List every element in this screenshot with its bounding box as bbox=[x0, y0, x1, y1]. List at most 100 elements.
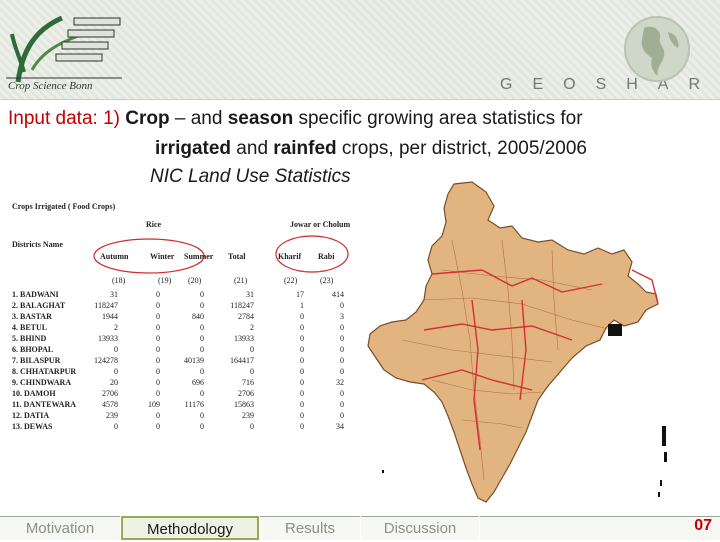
table-cell: 40139 bbox=[184, 356, 204, 365]
table-cell: 0 bbox=[340, 356, 344, 365]
table-cell: 0 bbox=[300, 378, 304, 387]
district-name: 3. BASTAR bbox=[12, 312, 52, 321]
table-cell: 840 bbox=[192, 312, 204, 321]
table-cell: 0 bbox=[300, 389, 304, 398]
logo-text: Crop Science Bonn bbox=[8, 80, 93, 92]
text-line-3: NIC Land Use Statistics bbox=[150, 166, 351, 187]
text-segment: and bbox=[231, 138, 274, 159]
page-number: 07 bbox=[694, 517, 712, 534]
table-cell: 0 bbox=[200, 323, 204, 332]
district-lines bbox=[401, 239, 613, 481]
text-line-2: irrigated and rainfed crops, per distric… bbox=[155, 138, 587, 160]
table-cell: 0 bbox=[200, 345, 204, 354]
table-cell: 0 bbox=[156, 389, 160, 398]
table-row: 10. DAMOH 2706 0 0 2706 0 0 bbox=[8, 389, 366, 400]
table-cell: 0 bbox=[300, 422, 304, 431]
table-cell: 0 bbox=[340, 323, 344, 332]
table-row: 2. BALAGHAT 118247 0 0 118247 1 0 bbox=[8, 301, 366, 312]
table-cell: 1 bbox=[300, 301, 304, 310]
tab-results[interactable]: Results bbox=[260, 516, 360, 540]
table-cell: 0 bbox=[340, 334, 344, 343]
table-cell: 13933 bbox=[234, 334, 254, 343]
table-cell: 31 bbox=[246, 290, 254, 299]
district-name: 9. CHINDWARA bbox=[12, 378, 72, 387]
globe-icon bbox=[624, 16, 690, 82]
tab-discussion[interactable]: Discussion bbox=[361, 516, 479, 540]
table-cell: 2 bbox=[250, 323, 254, 332]
india-outline bbox=[367, 181, 659, 503]
rainfed-word: rainfed bbox=[273, 138, 337, 159]
island-marks bbox=[382, 426, 667, 497]
table-cell: 2784 bbox=[238, 312, 254, 321]
table-cell: 0 bbox=[340, 411, 344, 420]
text-line-1: Input data: 1) Crop – and season specifi… bbox=[8, 108, 583, 130]
table-row: 3. BASTAR 1944 0 840 2784 0 3 bbox=[8, 312, 366, 323]
col-header: Winter bbox=[150, 252, 175, 261]
col-code: (18) bbox=[112, 276, 126, 285]
district-name: 10. DAMOH bbox=[12, 389, 56, 398]
table-cell: 32 bbox=[336, 378, 344, 387]
table-cell: 0 bbox=[300, 345, 304, 354]
table-row: 6. BHOPAL 0 0 0 0 0 0 bbox=[8, 345, 366, 356]
table-cell: 414 bbox=[332, 290, 344, 299]
map-inset-box bbox=[608, 324, 622, 336]
table-cell: 0 bbox=[300, 400, 304, 409]
state-boundaries bbox=[421, 269, 659, 451]
table-cell: 716 bbox=[242, 378, 254, 387]
table-cell: 0 bbox=[156, 334, 160, 343]
col-code: (21) bbox=[234, 276, 248, 285]
col-header: Total bbox=[228, 252, 246, 261]
table-cell: 0 bbox=[156, 422, 160, 431]
table-cell: 118247 bbox=[94, 301, 118, 310]
table-row: 5. BHIND 13933 0 0 13933 0 0 bbox=[8, 334, 366, 345]
table-cell: 0 bbox=[156, 411, 160, 420]
col-code: (23) bbox=[320, 276, 334, 285]
table-cell: 17 bbox=[296, 290, 304, 299]
table-row: 1. BADWANI 31 0 0 31 17 414 bbox=[8, 290, 366, 301]
crop-science-logo-icon bbox=[6, 15, 122, 83]
table-cell: 0 bbox=[156, 378, 160, 387]
footer-nav: Motivation Methodology Results Discussio… bbox=[0, 516, 720, 540]
rice-group-header: Rice bbox=[146, 220, 162, 229]
col-header: Summer bbox=[184, 252, 214, 261]
footer-blank-area bbox=[480, 516, 720, 540]
season-word: season bbox=[227, 108, 294, 129]
col-code: (19) bbox=[158, 276, 172, 285]
district-name: 4. BETUL bbox=[12, 323, 48, 332]
table-cell: 0 bbox=[340, 389, 344, 398]
table-cell: 0 bbox=[200, 389, 204, 398]
col-code: (22) bbox=[284, 276, 298, 285]
table-cell: 0 bbox=[156, 301, 160, 310]
table-cell: 118247 bbox=[230, 301, 254, 310]
irrigated-word: irrigated bbox=[155, 138, 232, 159]
district-name: 1. BADWANI bbox=[12, 290, 59, 299]
table-cell: 0 bbox=[300, 367, 304, 376]
table-cell: 0 bbox=[156, 290, 160, 299]
header-divider bbox=[0, 99, 720, 100]
tab-motivation[interactable]: Motivation bbox=[0, 516, 120, 540]
table-cell: 239 bbox=[106, 411, 118, 420]
table-cell: 0 bbox=[114, 345, 118, 354]
table-cell: 0 bbox=[156, 312, 160, 321]
table-cell: 0 bbox=[200, 301, 204, 310]
table-cell: 0 bbox=[114, 422, 118, 431]
table-cell: 0 bbox=[200, 334, 204, 343]
col-code: (20) bbox=[188, 276, 202, 285]
india-district-map bbox=[367, 181, 667, 503]
district-name: 13. DEWAS bbox=[12, 422, 53, 431]
table-cell: 0 bbox=[156, 345, 160, 354]
tab-methodology[interactable]: Methodology bbox=[121, 516, 259, 540]
table-cell: 0 bbox=[250, 367, 254, 376]
col-header: Kharif bbox=[278, 252, 302, 261]
district-name: 7. BILASPUR bbox=[12, 356, 61, 365]
table-cell: 0 bbox=[300, 334, 304, 343]
table-cell: 109 bbox=[148, 400, 160, 409]
table-cell: 124278 bbox=[94, 356, 118, 365]
input-data-label: Input data: bbox=[8, 108, 104, 129]
table-row: 9. CHINDWARA 20 0 696 716 0 32 bbox=[8, 378, 366, 389]
table-cell: 3 bbox=[340, 312, 344, 321]
table-cell: 0 bbox=[250, 422, 254, 431]
table-cell: 2706 bbox=[238, 389, 254, 398]
table-cell: 0 bbox=[300, 411, 304, 420]
table-row: 8. CHHATARPUR 0 0 0 0 0 0 bbox=[8, 367, 366, 378]
